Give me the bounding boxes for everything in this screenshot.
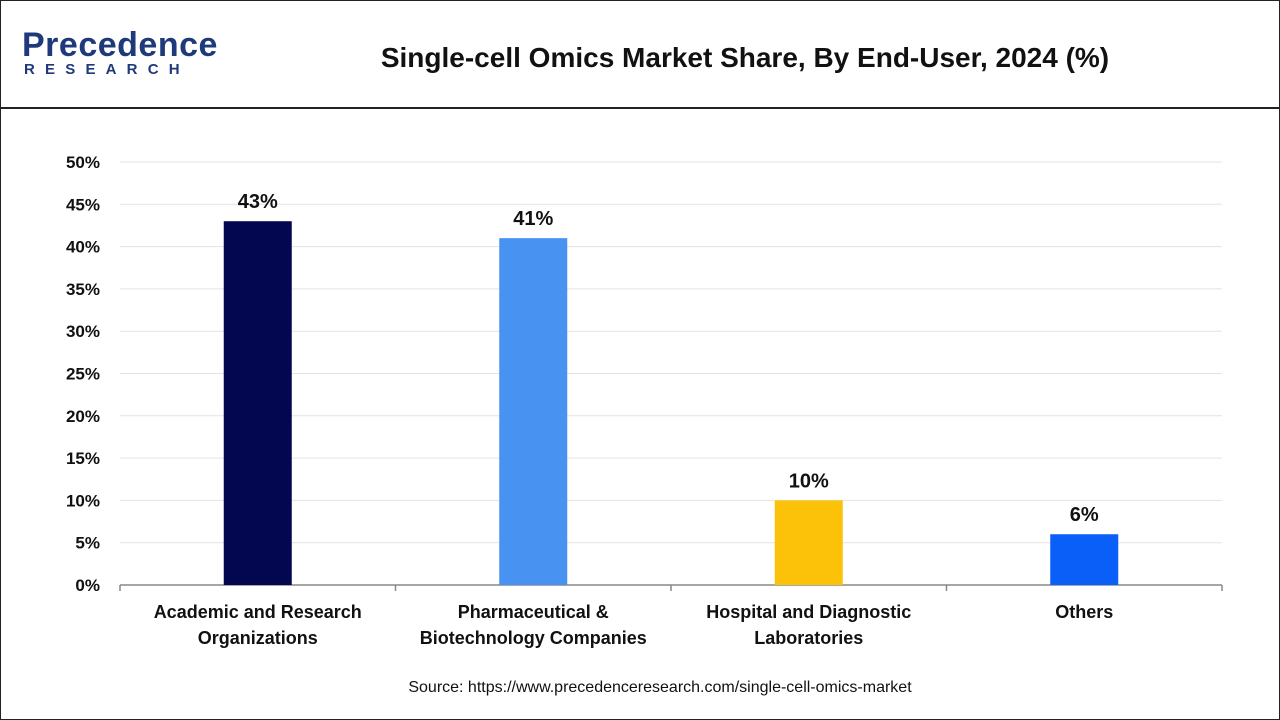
x-category-label: Academic and Research bbox=[154, 602, 362, 622]
header: Precedence RESEARCH Single-cell Omics Ma… bbox=[0, 0, 1280, 109]
y-tick-label: 30% bbox=[66, 322, 100, 341]
data-label: 10% bbox=[789, 470, 829, 492]
bar bbox=[1050, 534, 1119, 585]
y-tick-label: 35% bbox=[66, 280, 100, 299]
y-tick-label: 40% bbox=[66, 238, 100, 257]
y-tick-label: 50% bbox=[66, 153, 100, 172]
bar bbox=[223, 221, 292, 585]
y-tick-label: 5% bbox=[75, 534, 100, 553]
source-note: Source: https://www.precedenceresearch.c… bbox=[408, 679, 912, 696]
x-category-label: Biotechnology Companies bbox=[420, 628, 647, 648]
precedence-research-logo: Precedence RESEARCH bbox=[22, 28, 217, 84]
x-category-label: Hospital and Diagnostic bbox=[706, 602, 911, 622]
x-category-label: Laboratories bbox=[754, 628, 863, 648]
data-label: 41% bbox=[513, 208, 553, 230]
data-label: 6% bbox=[1070, 504, 1099, 526]
y-tick-label: 0% bbox=[75, 576, 100, 595]
y-tick-label: 45% bbox=[66, 195, 100, 214]
logo-subtext: RESEARCH bbox=[24, 61, 190, 78]
y-tick-label: 25% bbox=[66, 365, 100, 384]
bar bbox=[499, 238, 568, 585]
chart-title: Single-cell Omics Market Share, By End-U… bbox=[380, 42, 1110, 73]
y-tick-label: 10% bbox=[66, 491, 100, 510]
logo-wordmark: Precedence bbox=[22, 26, 218, 64]
bar bbox=[774, 500, 843, 585]
x-category-label: Organizations bbox=[198, 628, 318, 648]
x-category-label: Pharmaceutical & bbox=[458, 602, 609, 622]
bar-chart: 0% 5% 10% 15% 20% 25% 30% 35% 40% 45% 50% 43% Academ… bbox=[66, 153, 1223, 648]
data-label: 43% bbox=[238, 191, 278, 213]
y-tick-label: 20% bbox=[66, 407, 100, 426]
y-tick-label: 15% bbox=[66, 449, 100, 468]
x-category-label: Others bbox=[1055, 602, 1113, 622]
